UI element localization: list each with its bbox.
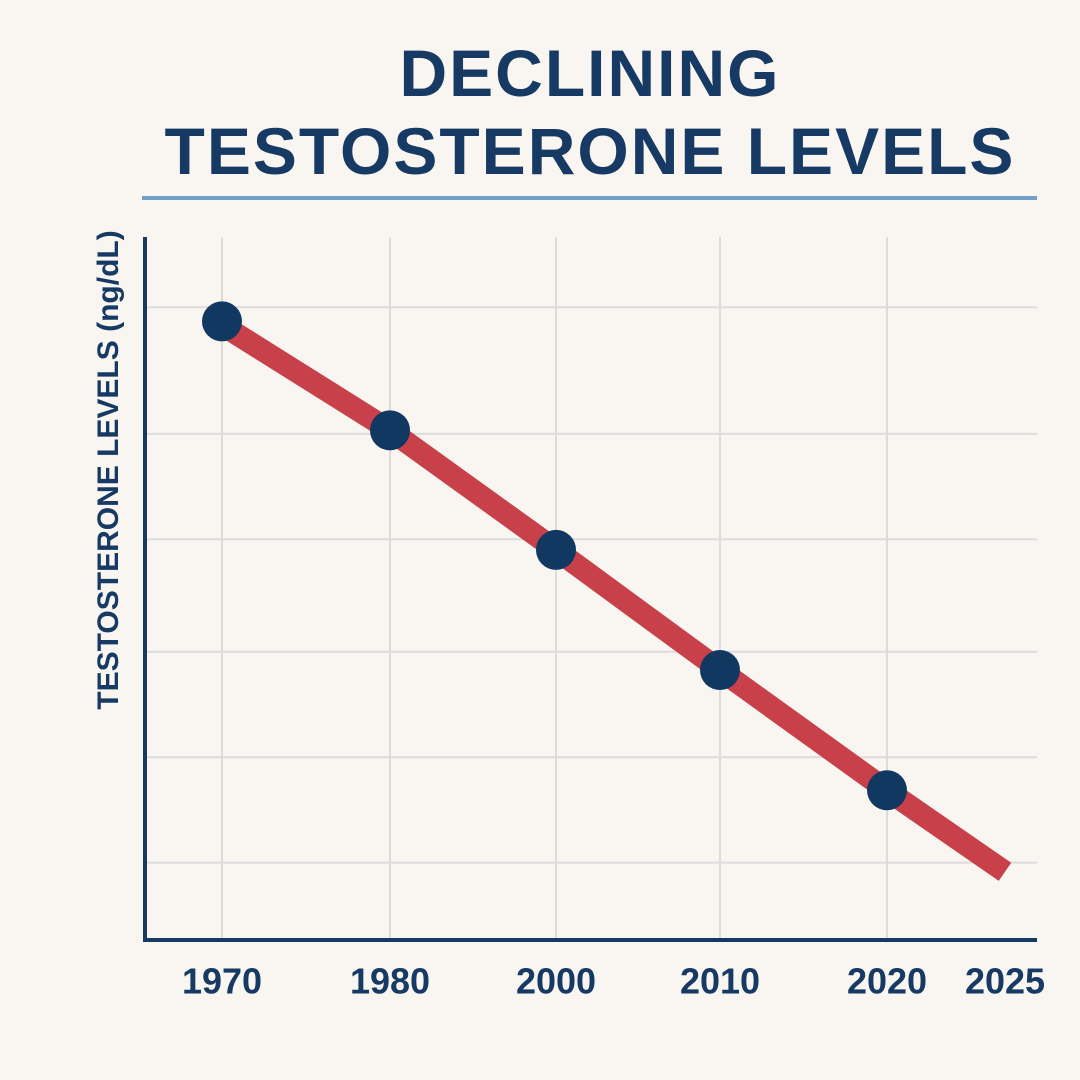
y-axis-label: TESTOSTERONE LEVELS (ng/dL) [92,230,125,709]
data-point [370,410,410,451]
data-point [202,301,242,342]
x-tick-label: 1970 [182,961,262,1002]
x-tick-label: 2000 [516,961,596,1002]
x-tick-label: 1980 [350,961,430,1002]
data-point [536,529,576,570]
chart-title: DECLINING TESTOSTERONE LEVELS [164,36,1016,188]
x-tick-label: 2020 [847,961,927,1002]
x-tick-label: 2010 [680,961,760,1002]
x-tick-label: 2025 [965,961,1045,1002]
data-point [700,650,740,691]
trend-line [216,315,1012,881]
data-point [867,770,907,811]
